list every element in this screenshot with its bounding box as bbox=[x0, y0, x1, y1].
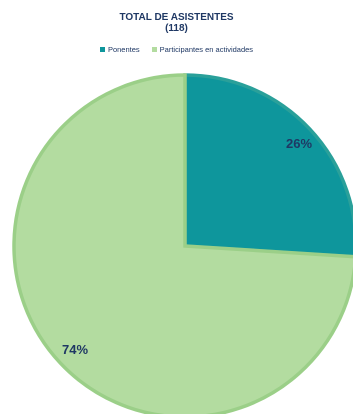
chart-title: TOTAL DE ASISTENTES (118) bbox=[0, 12, 353, 34]
legend-item-ponentes: Ponentes bbox=[99, 45, 140, 54]
legend-label-ponentes: Ponentes bbox=[107, 45, 140, 54]
data-label-ponentes: 26% bbox=[286, 136, 312, 151]
data-label-participantes: 74% bbox=[62, 342, 88, 357]
legend-label-participantes: Participantes en actividades bbox=[159, 45, 254, 54]
chart-subtitle-text: (118) bbox=[165, 23, 188, 34]
pie-slice-ponentes bbox=[183, 73, 353, 259]
chart-legend: Ponentes Participantes en actividades bbox=[0, 45, 353, 54]
legend-swatch-ponentes bbox=[99, 47, 105, 52]
chart-title-text: TOTAL DE ASISTENTES bbox=[119, 12, 234, 23]
legend-item-participantes: Participantes en actividades bbox=[151, 45, 254, 54]
pie-slice-participantes bbox=[12, 73, 353, 414]
legend-swatch-participantes bbox=[151, 47, 157, 52]
